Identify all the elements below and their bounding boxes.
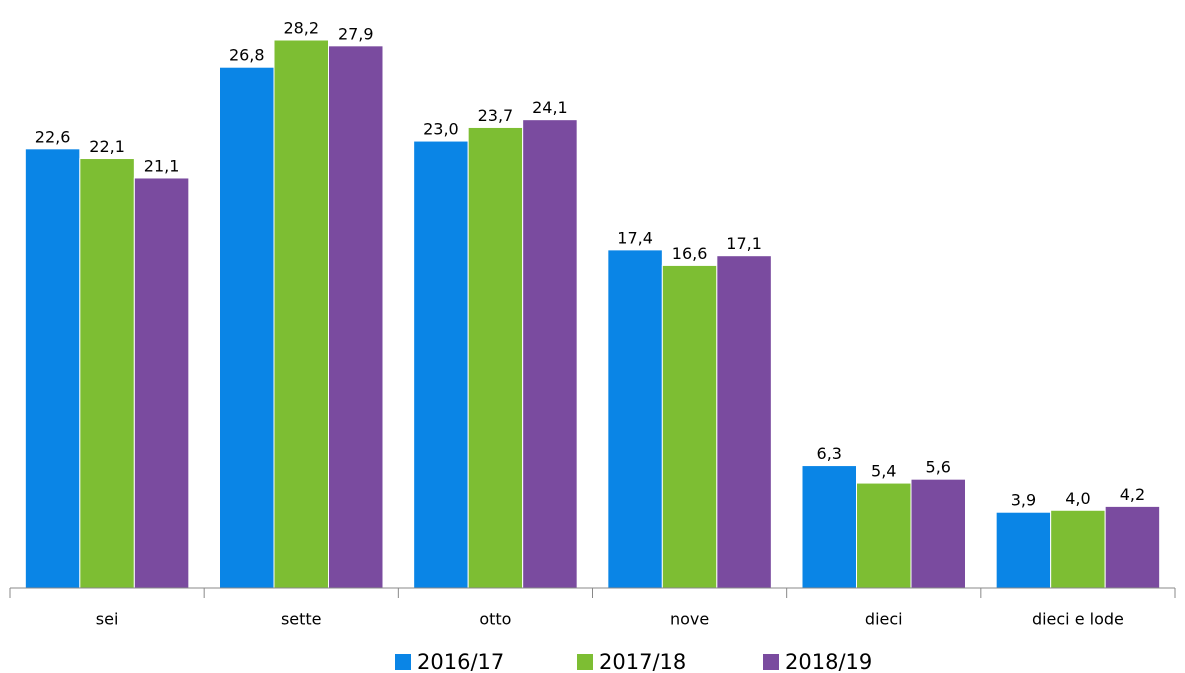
bar — [79, 158, 135, 589]
bar — [219, 66, 275, 589]
value-label: 26,8 — [229, 46, 265, 65]
legend-label: 2016/17 — [417, 650, 504, 673]
value-label: 16,6 — [672, 244, 708, 263]
value-label: 4,2 — [1120, 485, 1145, 504]
value-label: 28,2 — [283, 19, 319, 38]
legend-label: 2018/19 — [785, 650, 872, 673]
value-label: 4,0 — [1065, 489, 1090, 508]
bar — [133, 177, 190, 589]
value-label: 22,6 — [35, 127, 71, 146]
bar — [856, 482, 912, 589]
x-tick-label: sette — [281, 610, 322, 629]
bar — [467, 126, 524, 589]
bar — [801, 465, 857, 589]
bar — [1104, 505, 1161, 589]
bar — [24, 148, 81, 589]
bar — [716, 255, 772, 589]
value-label: 21,1 — [144, 156, 180, 175]
bar — [661, 264, 718, 589]
value-label: 17,4 — [617, 228, 653, 247]
value-label: 27,9 — [338, 24, 374, 43]
legend-swatch — [763, 654, 779, 670]
bar — [522, 119, 578, 589]
x-tick-label: otto — [479, 610, 511, 629]
value-label: 17,1 — [726, 234, 762, 253]
bar — [273, 39, 329, 589]
x-tick-label: nove — [670, 610, 709, 629]
bar — [328, 45, 384, 589]
x-tick-label: dieci e lode — [1032, 610, 1124, 629]
value-label: 24,1 — [532, 98, 568, 117]
bar — [910, 478, 966, 589]
bar — [1050, 509, 1106, 589]
bar — [413, 140, 469, 589]
value-label: 5,6 — [926, 458, 951, 477]
x-tick-label: dieci — [865, 610, 903, 629]
value-label: 23,7 — [478, 106, 514, 125]
bar — [607, 249, 663, 589]
x-tick-label: sei — [96, 610, 119, 629]
legend-swatch — [395, 654, 411, 670]
value-label: 23,0 — [423, 120, 459, 139]
value-label: 22,1 — [89, 137, 125, 156]
value-label: 6,3 — [817, 444, 842, 463]
value-label: 5,4 — [871, 462, 896, 481]
legend-swatch — [577, 654, 593, 670]
bar — [995, 511, 1052, 589]
value-label: 3,9 — [1011, 491, 1036, 510]
legend-label: 2017/18 — [599, 650, 686, 673]
